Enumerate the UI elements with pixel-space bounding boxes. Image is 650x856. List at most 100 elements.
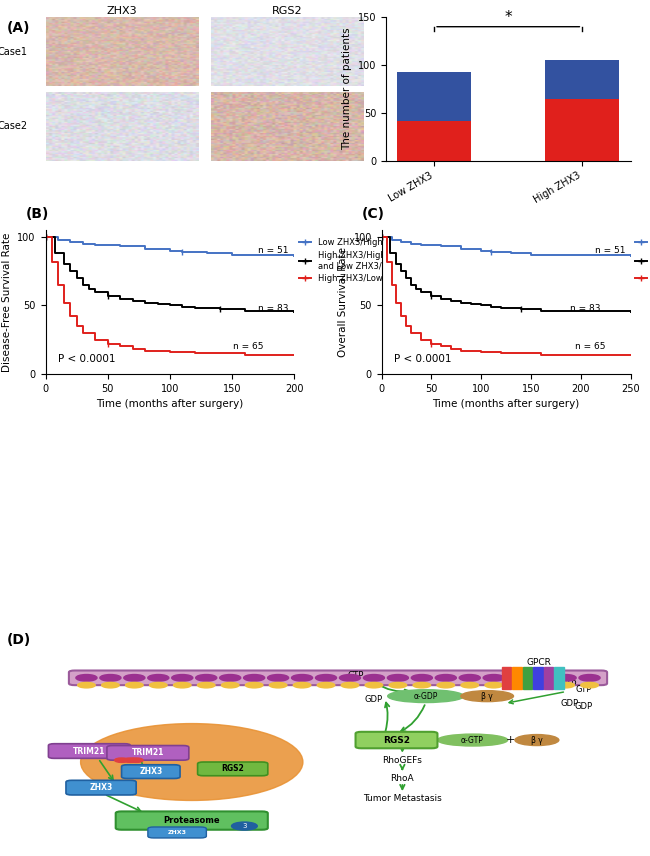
Circle shape xyxy=(413,682,430,688)
Y-axis label: The number of patients: The number of patients xyxy=(342,27,352,151)
Circle shape xyxy=(581,682,599,688)
Circle shape xyxy=(125,682,143,688)
Text: RhoA: RhoA xyxy=(391,774,414,783)
Circle shape xyxy=(485,682,502,688)
Circle shape xyxy=(172,675,193,681)
X-axis label: Time (months after surgery): Time (months after surgery) xyxy=(432,399,580,409)
Circle shape xyxy=(483,675,504,681)
Circle shape xyxy=(533,682,551,688)
Text: (D): (D) xyxy=(6,633,31,647)
Text: P < 0.0001: P < 0.0001 xyxy=(394,354,452,365)
Circle shape xyxy=(129,758,143,763)
Circle shape xyxy=(150,682,167,688)
Text: β γ: β γ xyxy=(531,735,543,745)
Title: RGS2: RGS2 xyxy=(272,6,302,16)
Circle shape xyxy=(389,682,407,688)
Circle shape xyxy=(365,682,383,688)
Text: α-GTP: α-GTP xyxy=(461,735,484,745)
Text: n = 51: n = 51 xyxy=(595,247,625,255)
FancyBboxPatch shape xyxy=(148,827,207,838)
Text: (B): (B) xyxy=(26,207,49,222)
Circle shape xyxy=(507,675,528,681)
Text: *: * xyxy=(504,9,512,25)
Circle shape xyxy=(363,675,384,681)
Text: GPCR: GPCR xyxy=(526,658,552,667)
FancyBboxPatch shape xyxy=(107,746,188,760)
Circle shape xyxy=(315,675,337,681)
Bar xyxy=(512,667,522,689)
Ellipse shape xyxy=(437,734,508,746)
Text: Proteasome: Proteasome xyxy=(163,816,220,825)
Circle shape xyxy=(124,758,137,763)
Text: 3: 3 xyxy=(242,823,246,829)
Text: Case1: Case1 xyxy=(0,47,27,56)
Bar xyxy=(397,72,471,121)
Circle shape xyxy=(509,682,527,688)
Bar xyxy=(523,667,532,689)
Circle shape xyxy=(244,675,265,681)
Circle shape xyxy=(198,682,215,688)
FancyBboxPatch shape xyxy=(116,811,268,829)
Text: TRIM21: TRIM21 xyxy=(73,746,105,756)
Text: RGS2: RGS2 xyxy=(383,735,410,745)
Text: (A): (A) xyxy=(6,21,30,35)
Circle shape xyxy=(411,675,432,681)
Circle shape xyxy=(531,675,552,681)
Bar xyxy=(545,98,619,161)
Circle shape xyxy=(460,675,480,681)
FancyBboxPatch shape xyxy=(69,670,607,685)
Text: RGS2: RGS2 xyxy=(221,764,244,774)
Ellipse shape xyxy=(515,734,559,746)
Text: TRIM21: TRIM21 xyxy=(132,748,164,758)
Circle shape xyxy=(557,682,575,688)
FancyBboxPatch shape xyxy=(66,781,136,795)
Bar xyxy=(545,60,619,98)
Text: n = 51: n = 51 xyxy=(257,247,288,255)
Circle shape xyxy=(579,675,600,681)
Circle shape xyxy=(100,675,121,681)
Y-axis label: Disease-Free Survival Rate: Disease-Free Survival Rate xyxy=(2,232,12,372)
Legend: Low ZHX3/High RGS2, High ZHX3/High RGS2
and Low ZHX3/Low RGS2, High ZHX3/Low RGS: Low ZHX3/High RGS2, High ZHX3/High RGS2 … xyxy=(296,235,427,287)
Title: ZHX3: ZHX3 xyxy=(107,6,137,16)
Ellipse shape xyxy=(387,690,463,703)
Text: n = 83: n = 83 xyxy=(570,304,601,312)
Bar xyxy=(534,667,543,689)
Circle shape xyxy=(78,682,96,688)
Text: α-GDP: α-GDP xyxy=(413,692,438,700)
Text: GDP: GDP xyxy=(364,694,382,704)
Legend: Low ZHX3/High RGS2, High ZHX3/High RGS2
and Low ZHX3/Low RGS2, High ZHX3/Low RGS: Low ZHX3/High RGS2, High ZHX3/High RGS2 … xyxy=(632,235,650,287)
Text: n = 83: n = 83 xyxy=(257,304,288,312)
Text: β γ: β γ xyxy=(481,692,493,700)
Circle shape xyxy=(269,682,287,688)
Circle shape xyxy=(555,675,576,681)
FancyBboxPatch shape xyxy=(122,764,180,778)
Circle shape xyxy=(231,822,257,830)
Bar xyxy=(554,667,564,689)
Circle shape xyxy=(222,682,239,688)
Circle shape xyxy=(220,675,240,681)
Text: Case2: Case2 xyxy=(0,122,27,131)
Y-axis label: Overall Survival Rate: Overall Survival Rate xyxy=(338,247,348,357)
Bar xyxy=(502,667,511,689)
FancyBboxPatch shape xyxy=(356,732,437,748)
Text: ZHX3: ZHX3 xyxy=(90,783,112,792)
X-axis label: Time (months after surgery): Time (months after surgery) xyxy=(96,399,244,409)
Circle shape xyxy=(246,682,263,688)
Circle shape xyxy=(268,675,289,681)
Circle shape xyxy=(148,675,169,681)
FancyBboxPatch shape xyxy=(49,744,130,758)
Circle shape xyxy=(196,675,216,681)
Text: P < 0.0001: P < 0.0001 xyxy=(58,354,116,365)
Text: n = 65: n = 65 xyxy=(233,342,263,351)
Circle shape xyxy=(437,682,454,688)
Bar xyxy=(397,121,471,161)
Circle shape xyxy=(339,675,361,681)
Circle shape xyxy=(387,675,408,681)
Circle shape xyxy=(124,675,145,681)
Circle shape xyxy=(436,675,456,681)
Ellipse shape xyxy=(81,723,303,800)
Bar xyxy=(544,667,553,689)
Circle shape xyxy=(114,758,129,763)
Text: GTP: GTP xyxy=(347,671,364,680)
Text: GTP: GTP xyxy=(560,680,577,689)
